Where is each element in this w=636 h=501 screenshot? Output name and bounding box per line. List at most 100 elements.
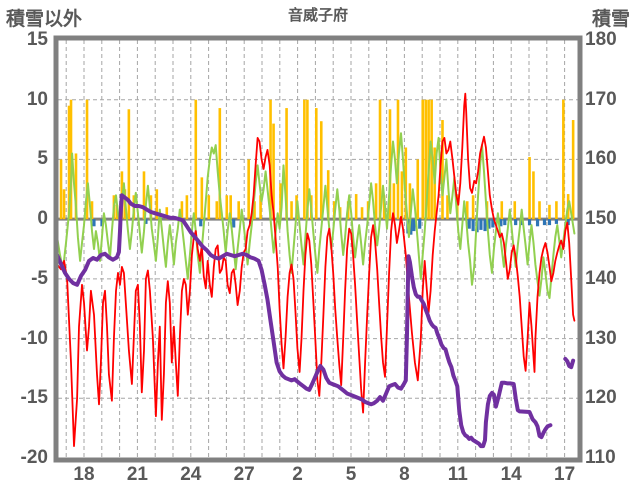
orange-bar <box>306 99 309 220</box>
orange-bar <box>319 121 323 220</box>
blue-bar <box>547 219 552 226</box>
y-right-tick-label: 160 <box>585 148 617 170</box>
x-tick-label: 5 <box>345 464 357 485</box>
orange-bar <box>59 159 63 220</box>
y-right-tick-label: 110 <box>585 447 616 468</box>
blue-bar <box>199 219 203 227</box>
y-right-tick-label: 180 <box>585 29 617 50</box>
blue-bar <box>542 219 547 226</box>
orange-bar <box>500 201 504 220</box>
orange-bar <box>562 99 565 220</box>
orange-bar <box>215 201 219 220</box>
blue-bar <box>535 219 540 227</box>
orange-bar <box>430 99 433 220</box>
orange-bar <box>421 99 425 220</box>
orange-bar <box>185 195 189 220</box>
y-left-tick-label: -10 <box>20 327 48 349</box>
orange-bar <box>127 109 131 220</box>
orange-bar <box>374 183 378 220</box>
blue-bar <box>479 219 483 230</box>
orange-bar <box>180 201 184 220</box>
blue-bar <box>100 219 104 227</box>
orange-bar <box>90 201 94 220</box>
red-line <box>58 92 576 448</box>
orange-bar <box>548 204 551 220</box>
right-axis-title: 積雪 <box>591 9 630 30</box>
blue-bar <box>554 219 559 224</box>
orange-bar <box>200 177 204 220</box>
chart-title: 音威子府 <box>287 7 348 24</box>
orange-bar <box>149 195 153 220</box>
orange-bar <box>225 195 229 220</box>
green-line <box>58 132 576 299</box>
blue-bar <box>499 219 503 227</box>
orange-bar <box>229 195 232 220</box>
orange-bar <box>290 201 293 220</box>
orange-bar <box>272 123 275 220</box>
x-tick-label: 18 <box>73 464 95 485</box>
plot-series-group <box>58 40 578 458</box>
blue-bar <box>527 219 532 226</box>
orange-bar <box>155 189 159 220</box>
blue-bar <box>471 219 475 232</box>
y-right-tick-label: 130 <box>585 327 617 349</box>
blue-bar <box>418 219 422 229</box>
orange-bar <box>285 108 288 220</box>
x-tick-label: 17 <box>554 464 576 485</box>
x-tick-label: 24 <box>180 464 202 485</box>
orange-bar <box>207 195 211 220</box>
orange-bar <box>142 171 146 220</box>
orange-bar <box>513 201 517 220</box>
orange-bar <box>388 109 392 220</box>
blue-bar <box>487 219 491 229</box>
orange-bar <box>446 195 449 220</box>
orange-bar <box>382 195 386 220</box>
blue-bar <box>409 219 413 235</box>
purple-snowdepth-line <box>563 356 576 370</box>
left-axis-title: 積雪以外 <box>6 9 83 30</box>
orange-bar <box>279 183 282 220</box>
orange-bar <box>528 157 531 220</box>
y-left-tick-label: -5 <box>31 267 48 289</box>
orange-bar <box>392 183 396 220</box>
y-left-tick-label: 15 <box>26 29 48 50</box>
y-left-tick-label: 10 <box>26 88 48 110</box>
blue-bar <box>412 219 416 232</box>
x-tick-label: 2 <box>292 464 303 485</box>
x-tick-label: 21 <box>126 464 148 485</box>
orange-bar <box>165 207 169 220</box>
x-tick-label: 27 <box>233 464 255 485</box>
y-right-tick-label: 150 <box>585 208 617 230</box>
orange-bar <box>571 120 575 220</box>
blue-bar <box>467 219 471 229</box>
orange-bar <box>74 153 78 220</box>
orange-bar <box>400 171 404 220</box>
orange-bar <box>441 120 444 220</box>
orange-bar <box>269 99 272 220</box>
orange-bar <box>253 201 256 220</box>
orange-bar <box>404 147 408 220</box>
orange-bar <box>378 99 382 220</box>
orange-bar <box>259 195 262 220</box>
blue-bar <box>491 219 495 228</box>
orange-bar <box>408 183 412 220</box>
y-left-tick-label: 0 <box>37 208 48 230</box>
orange-bar <box>354 194 358 220</box>
y-left-tick-label: -20 <box>20 447 48 468</box>
orange-bar <box>555 201 558 220</box>
orange-bar <box>237 201 240 220</box>
x-tick-label: 14 <box>500 464 522 485</box>
blue-bar <box>232 219 236 228</box>
blue-bar <box>483 219 487 232</box>
blue-bar <box>92 219 96 227</box>
orange-bar <box>194 99 198 220</box>
y-right-tick-label: 140 <box>585 267 617 289</box>
blue-bar <box>144 219 148 224</box>
purple-snowdepth-line <box>58 193 553 449</box>
orange-bar <box>303 99 306 220</box>
orange-bar <box>326 170 330 220</box>
orange-bar <box>62 189 66 220</box>
y-right-tick-label: 120 <box>585 387 617 409</box>
